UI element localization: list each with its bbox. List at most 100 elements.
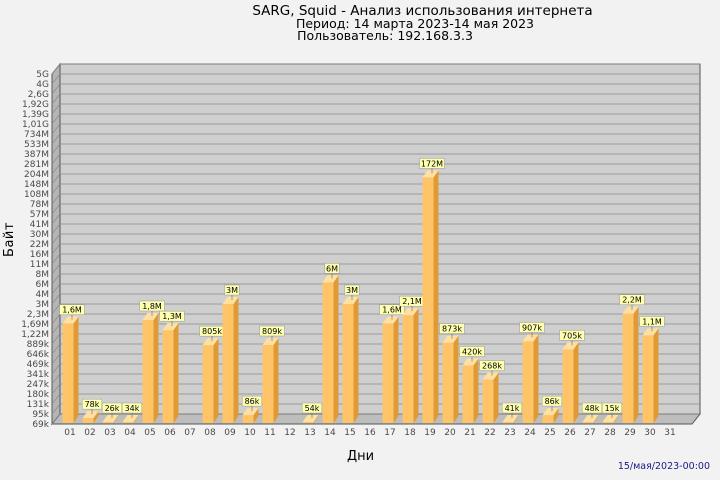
y-tick-label: 281M bbox=[24, 160, 49, 170]
bar-top bbox=[102, 415, 119, 422]
plot-side-wall bbox=[51, 62, 61, 426]
y-tick-label: 78M bbox=[30, 200, 49, 210]
data-label: 705k bbox=[562, 331, 582, 340]
bar bbox=[482, 379, 494, 423]
bar-side bbox=[413, 308, 419, 423]
bar-side bbox=[93, 411, 99, 423]
bar bbox=[462, 365, 474, 423]
grid-line-side bbox=[51, 283, 61, 295]
data-label: 86k bbox=[245, 397, 260, 406]
y-tick-label: 11M bbox=[30, 260, 49, 270]
data-label: 809k bbox=[262, 327, 282, 336]
grid-line-side bbox=[51, 233, 61, 245]
x-tick-label: 18 bbox=[404, 428, 416, 438]
data-label: 1,1M bbox=[642, 317, 662, 326]
grid-line-side bbox=[51, 343, 61, 355]
y-tick-label: 1,01G bbox=[22, 120, 49, 130]
bar-top bbox=[142, 312, 159, 320]
x-tick-label: 16 bbox=[364, 428, 376, 438]
x-tick-label: 06 bbox=[164, 428, 176, 438]
bar-side bbox=[213, 338, 219, 423]
bar-top bbox=[582, 415, 599, 422]
bar bbox=[162, 330, 174, 423]
y-axis-label: Байт bbox=[1, 222, 17, 257]
y-tick-label: 247k bbox=[27, 380, 50, 390]
x-tick-label: 17 bbox=[384, 428, 395, 438]
bar-side bbox=[173, 323, 179, 423]
grid-line-side bbox=[51, 113, 61, 125]
bar bbox=[422, 177, 434, 423]
x-tick-label: 07 bbox=[184, 428, 195, 438]
x-tick-label: 19 bbox=[424, 428, 436, 438]
data-label: 78k bbox=[85, 400, 100, 409]
bar-side bbox=[113, 415, 119, 423]
bar-top bbox=[502, 415, 519, 422]
x-tick-label: 21 bbox=[464, 428, 475, 438]
x-tick-label: 22 bbox=[484, 428, 495, 438]
grid-line-side bbox=[51, 193, 61, 205]
y-tick-label: 734M bbox=[24, 130, 49, 140]
grid-line-side bbox=[51, 313, 61, 325]
bar-side bbox=[153, 312, 159, 423]
data-label: 34k bbox=[125, 404, 140, 413]
bar bbox=[62, 323, 74, 423]
bar-top bbox=[162, 323, 179, 331]
data-label: 873k bbox=[442, 325, 462, 334]
bar-side bbox=[433, 170, 439, 423]
bar bbox=[242, 415, 254, 423]
grid-line-side bbox=[51, 293, 61, 305]
grid-line-side bbox=[51, 333, 61, 345]
y-tick-label: 341k bbox=[27, 370, 50, 380]
bar bbox=[82, 418, 94, 423]
bar-side bbox=[233, 297, 239, 423]
bar-side bbox=[313, 415, 319, 423]
grid-line-side bbox=[51, 183, 61, 195]
bar-top bbox=[482, 372, 499, 380]
x-tick-label: 23 bbox=[504, 428, 515, 438]
bar bbox=[122, 422, 134, 423]
y-tick-label: 1,69M bbox=[21, 320, 49, 330]
bar-top bbox=[622, 306, 639, 314]
bar-side bbox=[553, 408, 559, 423]
grid-line-side bbox=[51, 163, 61, 175]
y-tick-label: 148M bbox=[24, 180, 49, 190]
bar-side bbox=[513, 415, 519, 423]
grid-line-side bbox=[51, 403, 61, 415]
bar-top bbox=[442, 335, 459, 343]
data-label: 15k bbox=[605, 404, 620, 413]
grid-line-side bbox=[51, 393, 61, 405]
x-tick-label: 09 bbox=[224, 428, 236, 438]
bar bbox=[262, 345, 274, 423]
bar bbox=[542, 415, 554, 423]
y-tick-label: 469k bbox=[27, 360, 50, 370]
bar-top bbox=[222, 297, 239, 305]
y-tick-label: 1,22M bbox=[21, 330, 49, 340]
data-label: 268k bbox=[482, 362, 502, 371]
data-label: 54k bbox=[305, 404, 320, 413]
data-label: 41k bbox=[505, 404, 520, 413]
grid-line-side bbox=[51, 323, 61, 335]
bar-side bbox=[273, 338, 279, 423]
y-tick-label: 180k bbox=[27, 390, 50, 400]
y-tick-label: 2,3M bbox=[27, 310, 49, 320]
grid-line-side bbox=[51, 143, 61, 155]
bar bbox=[562, 349, 574, 423]
grid-line-side bbox=[51, 63, 61, 75]
data-label: 2,1M bbox=[402, 297, 422, 306]
x-axis-label: Дни bbox=[347, 449, 375, 464]
bar-side bbox=[253, 408, 259, 423]
grid-line-side bbox=[51, 213, 61, 225]
y-tick-label: 889k bbox=[27, 340, 50, 350]
grid-line-side bbox=[51, 303, 61, 315]
bar-side bbox=[653, 328, 659, 423]
bar-top bbox=[302, 415, 319, 422]
y-tick-label: 69k bbox=[32, 420, 49, 430]
x-tick-label: 02 bbox=[84, 428, 95, 438]
grid-line-side bbox=[51, 273, 61, 285]
grid-line-side bbox=[51, 353, 61, 365]
bar bbox=[382, 323, 394, 423]
data-label: 420k bbox=[462, 348, 482, 357]
grid-line-side bbox=[51, 83, 61, 95]
